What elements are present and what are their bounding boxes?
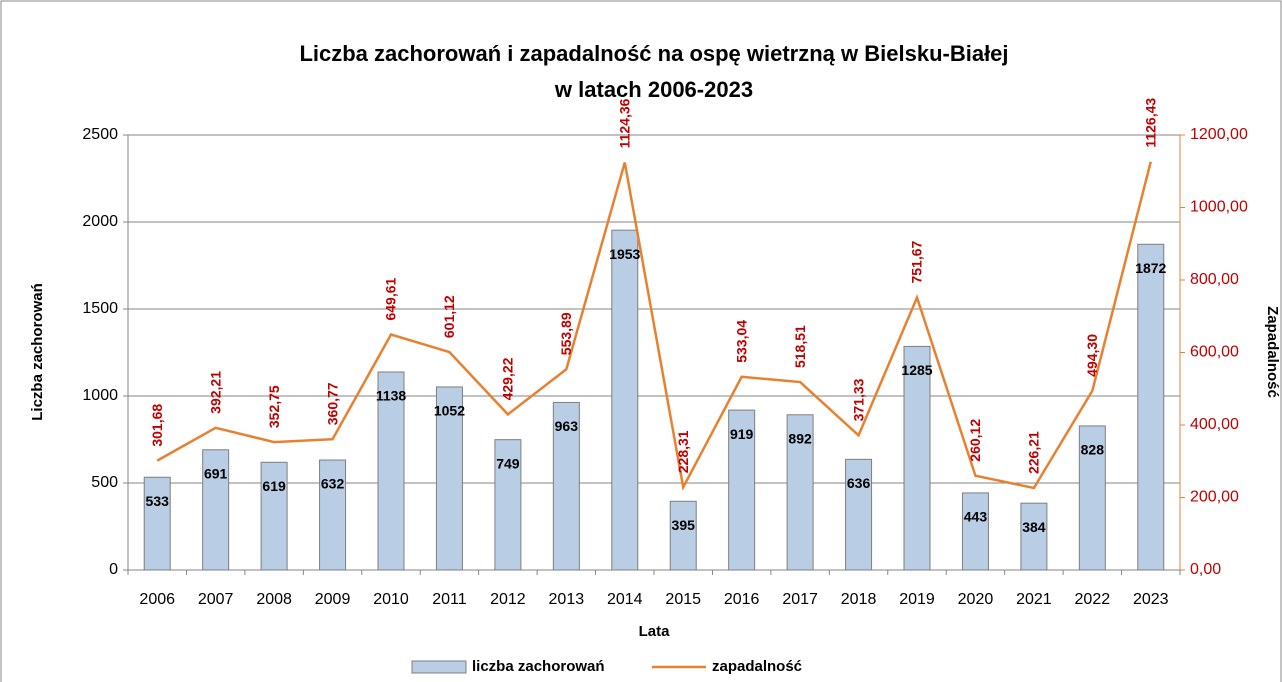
line-value-label: 553,89 [558, 312, 574, 355]
x-tick-label: 2015 [665, 591, 701, 608]
y-tick-label: 1500 [82, 300, 118, 317]
x-tick-label: 2013 [549, 591, 585, 608]
bar [903, 345, 931, 571]
line-value-label: 601,12 [441, 295, 457, 338]
line-value-label: 518,51 [792, 325, 808, 368]
line [156, 161, 1152, 492]
bar [845, 458, 873, 571]
x-axis-title: Lata [639, 623, 671, 640]
y-axis-title: Liczba zachorowań [29, 283, 46, 421]
bar-value-label: 443 [964, 509, 988, 525]
y2-tick-label: 1000,00 [1190, 199, 1248, 216]
y2-tick-label: 800,00 [1190, 271, 1239, 288]
y-tick-label: 500 [91, 474, 118, 491]
bar [1137, 243, 1165, 571]
x-tick-label: 2016 [724, 591, 760, 608]
y-tick-label: 2500 [82, 126, 118, 143]
line-value-label: 392,21 [207, 371, 223, 414]
x-tick-label: 2009 [315, 591, 351, 608]
line-value-label: 228,31 [675, 430, 691, 473]
bar-value-label: 1052 [434, 403, 465, 419]
x-tick-label: 2022 [1075, 591, 1111, 608]
y-tick-label: 1000 [82, 387, 118, 404]
bar [961, 492, 989, 571]
bar [1078, 425, 1106, 571]
bar-value-label: 1953 [609, 246, 640, 262]
x-tick-label: 2006 [139, 591, 175, 608]
bar [319, 459, 347, 571]
x-tick-label: 2017 [782, 591, 818, 608]
bar [669, 500, 697, 571]
line-value-label: 494,30 [1084, 334, 1100, 377]
y2-tick-label: 400,00 [1190, 416, 1239, 433]
line-value-label: 226,21 [1026, 431, 1042, 474]
chart-title: Liczba zachorowań i zapadalność na ospę … [299, 41, 1008, 66]
y2-tick-label: 200,00 [1190, 489, 1239, 506]
bar [552, 401, 580, 571]
line-value-label: 371,33 [850, 378, 866, 421]
x-tick-label: 2012 [490, 591, 526, 608]
bar [494, 439, 522, 571]
bar-value-label: 1285 [901, 362, 932, 378]
x-tick-label: 2018 [841, 591, 877, 608]
bar-value-label: 632 [321, 476, 345, 492]
line-value-label: 352,75 [266, 385, 282, 428]
line-value-label: 751,67 [909, 240, 925, 283]
y2-tick-label: 0,00 [1190, 561, 1221, 578]
bar-value-label: 1872 [1135, 260, 1166, 276]
bar-value-label: 828 [1081, 442, 1105, 458]
bar [611, 229, 639, 571]
x-tick-label: 2014 [607, 591, 643, 608]
line-value-label: 301,68 [149, 404, 165, 447]
y2-axis-title: Zapadalność [1264, 306, 1281, 398]
y2-tick-label: 1200,00 [1190, 126, 1248, 143]
bar-value-label: 1138 [376, 388, 407, 404]
x-tick-label: 2008 [256, 591, 292, 608]
x-tick-label: 2019 [899, 591, 935, 608]
bar [728, 409, 756, 571]
legend-label: liczba zachorowań [472, 658, 605, 675]
bar-value-label: 919 [730, 426, 754, 442]
bar [377, 371, 405, 571]
line-value-label: 429,22 [500, 357, 516, 400]
bar [260, 461, 288, 571]
x-tick-label: 2011 [432, 591, 467, 608]
chart-title: w latach 2006-2023 [554, 77, 753, 102]
bar-value-label: 749 [496, 455, 520, 471]
x-tick-label: 2023 [1133, 591, 1169, 608]
bar-value-label: 395 [672, 517, 696, 533]
x-tick-label: 2021 [1016, 591, 1052, 608]
x-tick-label: 2007 [198, 591, 234, 608]
bar [143, 476, 171, 571]
line-value-label: 1126,43 [1142, 98, 1158, 148]
bar-value-label: 691 [204, 465, 228, 481]
y2-tick-label: 600,00 [1190, 344, 1239, 361]
line-value-label: 649,61 [383, 277, 399, 320]
line-value-label: 360,77 [324, 382, 340, 425]
bar-value-label: 963 [555, 418, 579, 434]
bar-value-label: 892 [788, 430, 812, 446]
bar [435, 386, 463, 571]
legend-label: zapadalność [712, 658, 802, 675]
y-tick-label: 0 [109, 561, 118, 578]
line-value-label: 1124,36 [616, 98, 632, 148]
y-tick-label: 2000 [82, 213, 118, 230]
line-value-label: 533,04 [733, 320, 749, 363]
legend-swatch [411, 660, 467, 674]
bar-value-label: 533 [146, 493, 170, 509]
x-tick-label: 2010 [373, 591, 409, 608]
bar [786, 414, 814, 571]
line-value-label: 260,12 [967, 419, 983, 462]
bar-value-label: 619 [262, 478, 286, 494]
bar [202, 449, 230, 571]
bar-value-label: 384 [1022, 519, 1046, 535]
x-tick-label: 2020 [958, 591, 994, 608]
bar-value-label: 636 [847, 475, 871, 491]
bar [1020, 502, 1048, 571]
